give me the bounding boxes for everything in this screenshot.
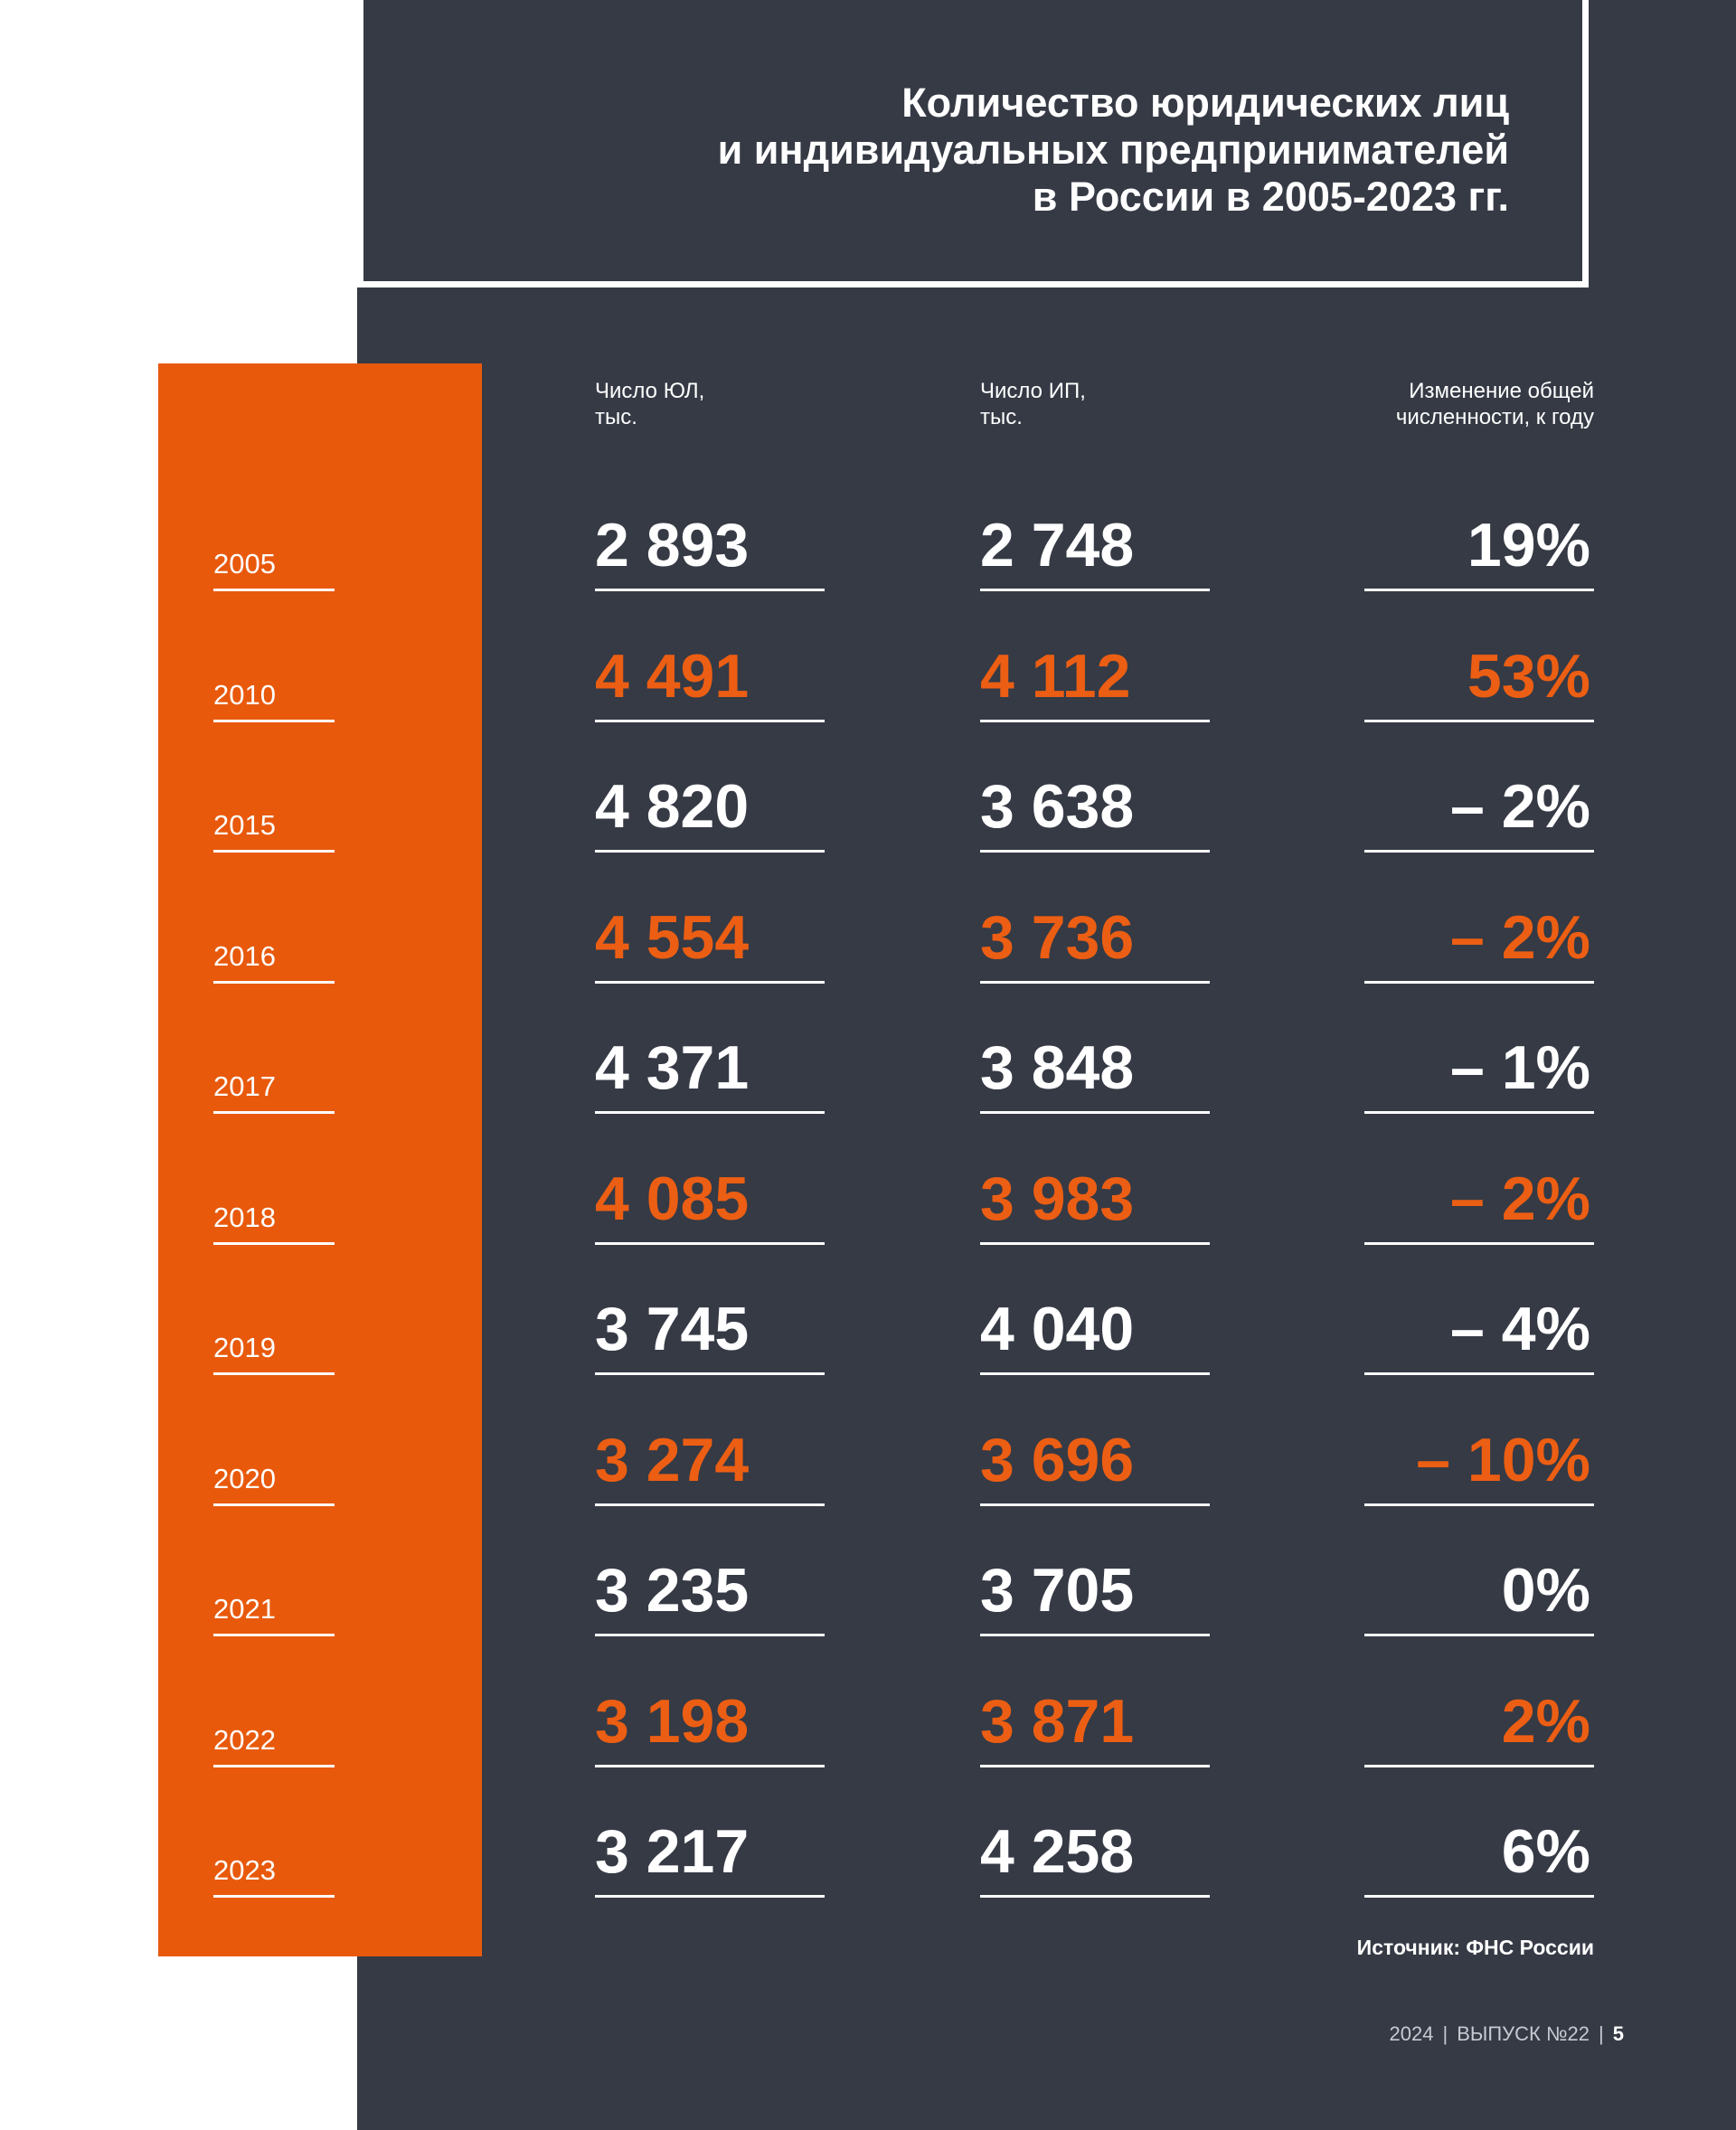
table-row: 2021 3 235 3 705 0% (0, 1551, 1736, 1682)
change-value: 19% (1364, 506, 1594, 591)
entrepreneurs-value: 3 848 (980, 1029, 1210, 1114)
table-row: 2010 4 491 4 112 53% (0, 637, 1736, 768)
footer-year: 2024 (1389, 2022, 1434, 2045)
year-label: 2005 (213, 544, 335, 591)
dark-background-panel (357, 0, 1736, 2130)
year-label: 2020 (213, 1459, 335, 1506)
table-row: 2016 4 554 3 736 – 2% (0, 899, 1736, 1029)
table-row: 2023 3 217 4 258 6% (0, 1813, 1736, 1943)
page-footer: 2024 | ВЫПУСК №22 | 5 (1390, 2022, 1624, 2046)
change-value: – 2% (1364, 1160, 1594, 1245)
column-header-change: Изменение общей численности, к году (1395, 379, 1594, 429)
footer-separator: | (1442, 2022, 1448, 2045)
change-value: 6% (1364, 1813, 1594, 1898)
column-header-entrepreneurs: Число ИП, тыс. (980, 379, 1086, 429)
orange-year-bar (158, 363, 482, 1956)
change-value: 2% (1364, 1682, 1594, 1767)
table-row: 2017 4 371 3 848 – 1% (0, 1029, 1736, 1159)
year-label: 2015 (213, 806, 335, 853)
year-label: 2016 (213, 937, 335, 984)
legal-entities-value: 4 085 (595, 1160, 825, 1245)
footer-separator: | (1599, 2022, 1604, 2045)
table-row: 2019 3 745 4 040 – 4% (0, 1290, 1736, 1420)
legal-entities-value: 3 274 (595, 1421, 825, 1506)
year-label: 2019 (213, 1328, 335, 1375)
change-value: – 1% (1364, 1029, 1594, 1114)
table-row: 2018 4 085 3 983 – 2% (0, 1160, 1736, 1290)
change-value: – 10% (1364, 1421, 1594, 1506)
table-row: 2015 4 820 3 638 – 2% (0, 768, 1736, 898)
year-label: 2017 (213, 1067, 335, 1114)
entrepreneurs-value: 3 696 (980, 1421, 1210, 1506)
entrepreneurs-value: 3 983 (980, 1160, 1210, 1245)
year-label: 2018 (213, 1198, 335, 1245)
source-note: Источник: ФНС России (1356, 1936, 1594, 1959)
change-value: 53% (1364, 637, 1594, 722)
entrepreneurs-value: 3 736 (980, 899, 1210, 984)
entrepreneurs-value: 3 705 (980, 1551, 1210, 1636)
change-value: – 4% (1364, 1290, 1594, 1375)
legal-entities-value: 3 235 (595, 1551, 825, 1636)
title-frame: Количество юридических лиц и индивидуаль… (357, 0, 1589, 287)
table-row: 2020 3 274 3 696 – 10% (0, 1421, 1736, 1551)
legal-entities-value: 3 217 (595, 1813, 825, 1898)
legal-entities-value: 3 198 (595, 1682, 825, 1767)
entrepreneurs-value: 2 748 (980, 506, 1210, 591)
legal-entities-value: 4 371 (595, 1029, 825, 1114)
footer-issue: ВЫПУСК №22 (1457, 2022, 1590, 2045)
page-title: Количество юридических лиц и индивидуаль… (717, 80, 1509, 220)
legal-entities-value: 2 893 (595, 506, 825, 591)
entrepreneurs-value: 4 112 (980, 637, 1210, 722)
year-label: 2010 (213, 675, 335, 722)
entrepreneurs-value: 4 258 (980, 1813, 1210, 1898)
legal-entities-value: 4 820 (595, 768, 825, 853)
entrepreneurs-value: 3 871 (980, 1682, 1210, 1767)
legal-entities-value: 4 491 (595, 637, 825, 722)
change-value: – 2% (1364, 899, 1594, 984)
table-row: 2022 3 198 3 871 2% (0, 1682, 1736, 1813)
year-label: 2021 (213, 1589, 335, 1636)
page-number: 5 (1612, 2022, 1624, 2045)
change-value: – 2% (1364, 768, 1594, 853)
table-row: 2005 2 893 2 748 19% (0, 506, 1736, 636)
entrepreneurs-value: 4 040 (980, 1290, 1210, 1375)
change-value: 0% (1364, 1551, 1594, 1636)
year-label: 2023 (213, 1851, 335, 1898)
legal-entities-value: 4 554 (595, 899, 825, 984)
legal-entities-value: 3 745 (595, 1290, 825, 1375)
entrepreneurs-value: 3 638 (980, 768, 1210, 853)
column-header-legal-entities: Число ЮЛ, тыс. (595, 379, 705, 429)
year-label: 2022 (213, 1720, 335, 1767)
